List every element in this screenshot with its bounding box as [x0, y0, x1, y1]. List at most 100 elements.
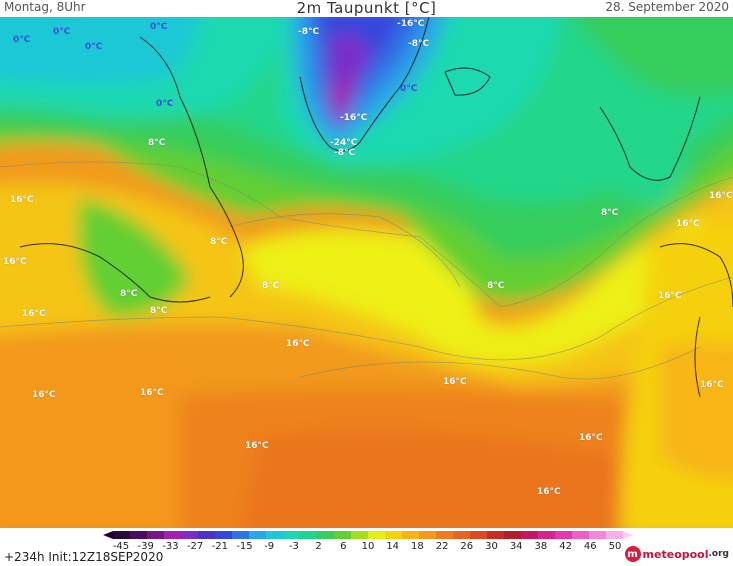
legend-swatch [181, 531, 199, 539]
isotherm-label: 8°C [150, 306, 168, 316]
legend-tick-label: 38 [534, 541, 548, 552]
legend-swatch [198, 531, 216, 539]
legend-tick-label: -15 [236, 541, 253, 552]
dewpoint-map: 0°C 0°C 0°C 0°C 0°C 0°C -8°C -16°C -8°C … [0, 17, 733, 528]
legend-ticks: -45 -39 -33 -27 -21 -15 -9 -3 2 6 10 14 18 22 26 30 34 38… [103, 541, 633, 553]
legend-tick-label: -3 [288, 541, 299, 552]
legend-tick-label: -45 [112, 541, 130, 552]
legend-tick-label: 10 [361, 541, 375, 552]
isotherm-label: 8°C [601, 208, 619, 218]
legend-swatch [555, 531, 573, 539]
legend-max-arrow [623, 531, 633, 539]
isotherm-label: 16°C [658, 291, 682, 301]
valid-date-label: 28. September 2020 [605, 0, 729, 14]
legend-swatch [368, 531, 386, 539]
isotherm-label: -16°C [397, 19, 425, 29]
isotherm-label: 0°C [85, 42, 103, 52]
brand-logo: m meteopool .org [624, 545, 729, 563]
legend-swatch [589, 531, 607, 539]
legend-tick-label: -9 [264, 541, 275, 552]
legend-swatch [130, 531, 148, 539]
legend-tick-label: 18 [411, 541, 424, 552]
isotherm-label: 16°C [245, 441, 269, 451]
legend-tick-label: -39 [137, 541, 154, 552]
legend-tick-label: 22 [435, 541, 449, 552]
legend-tick-label: 14 [386, 541, 400, 552]
legend-swatch [487, 531, 505, 539]
legend-swatch [538, 531, 556, 539]
isotherm-label: 0°C [53, 27, 71, 37]
valid-day-label: Montag, 8Uhr [4, 0, 86, 14]
legend-swatch [249, 531, 267, 539]
legend-tick-label: 2 [315, 541, 322, 552]
legend-swatch [283, 531, 301, 539]
legend-swatch [300, 531, 318, 539]
legend-swatch [436, 531, 454, 539]
legend-swatch [504, 531, 522, 539]
legend-tick-label: 42 [559, 541, 572, 552]
legend-tick-label: -33 [162, 541, 179, 552]
isotherm-label: -8°C [334, 148, 356, 158]
brand-name: meteopool [642, 547, 709, 561]
legend-swatch [385, 531, 403, 539]
legend-swatch [419, 531, 437, 539]
isotherm-label: 16°C [700, 380, 724, 390]
legend-tick-label: 46 [583, 541, 597, 552]
isotherm-label: 16°C [709, 191, 733, 201]
legend-swatch [572, 531, 590, 539]
legend-tick-label: -21 [211, 541, 228, 552]
legend-swatch [266, 531, 284, 539]
isotherm-label: 16°C [22, 309, 46, 319]
header-bar: Montag, 8Uhr 2m Taupunkt [°C] 28. Septem… [0, 0, 733, 17]
legend-swatch [402, 531, 420, 539]
isotherm-label: -8°C [298, 27, 320, 37]
color-legend-bar [103, 531, 633, 539]
legend-tick-label: 6 [340, 541, 347, 552]
isotherm-label: 16°C [32, 390, 56, 400]
legend-swatch [164, 531, 182, 539]
isotherm-label: 0°C [400, 84, 418, 94]
isotherm-label: 16°C [676, 219, 700, 229]
isotherm-label: 8°C [120, 289, 138, 299]
legend-swatch [453, 531, 471, 539]
legend-tick-label: 50 [608, 541, 622, 552]
isotherm-label: 16°C [3, 257, 27, 267]
isotherm-label: 8°C [210, 237, 228, 247]
legend-min-arrow [103, 531, 113, 539]
legend-swatch [606, 531, 624, 539]
isotherm-label: 0°C [150, 22, 168, 32]
legend-swatch [351, 531, 369, 539]
legend-tick-label: 30 [485, 541, 498, 552]
legend-swatch [215, 531, 233, 539]
brand-tld: .org [708, 549, 729, 559]
isotherm-label: 16°C [286, 339, 310, 349]
isotherm-label: 0°C [156, 99, 174, 109]
isotherm-label: -24°C [330, 138, 358, 148]
legend-swatch [470, 531, 488, 539]
isotherm-label: 16°C [443, 377, 467, 387]
isotherm-label: -8°C [408, 39, 430, 49]
isotherm-label: 8°C [262, 281, 280, 291]
legend-swatch [147, 531, 165, 539]
isotherm-label: 8°C [487, 281, 505, 291]
legend-tick-label: 34 [509, 541, 523, 552]
legend-tick-label: -27 [186, 541, 204, 552]
map-title: 2m Taupunkt [°C] [296, 0, 437, 17]
legend-swatch [317, 531, 335, 539]
isotherm-label: 16°C [537, 487, 561, 497]
legend-tick-label: 26 [460, 541, 474, 552]
isotherm-label: 16°C [10, 195, 34, 205]
legend-swatch [521, 531, 539, 539]
legend-swatch [232, 531, 250, 539]
isotherm-label: 16°C [140, 388, 164, 398]
isotherm-label: -16°C [340, 113, 368, 123]
isotherm-label: 8°C [148, 138, 166, 148]
legend-swatch [113, 531, 131, 539]
forecast-run-label: +234h Init:12Z18SEP2020 [4, 550, 164, 564]
brand-mark: m [624, 546, 641, 562]
coastline [19, 17, 733, 398]
legend-swatch [334, 531, 352, 539]
isotherm-label: 16°C [579, 433, 603, 443]
footer: -45 -39 -33 -27 -21 -15 -9 -3 2 6 10 14 18 22 26 30 34 38… [0, 528, 733, 566]
isotherm-label: 0°C [13, 35, 31, 45]
